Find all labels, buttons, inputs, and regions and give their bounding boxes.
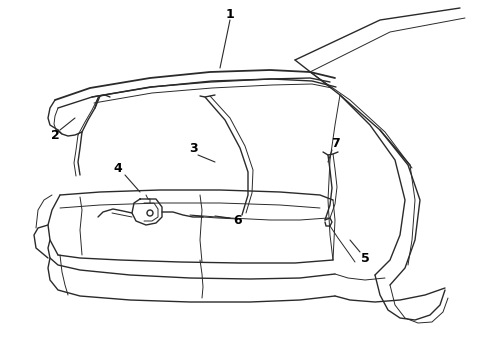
Text: 7: 7 — [331, 136, 340, 149]
Text: 4: 4 — [114, 162, 122, 175]
Text: 6: 6 — [234, 213, 243, 226]
Text: 1: 1 — [225, 8, 234, 21]
Text: 2: 2 — [50, 129, 59, 141]
Text: 3: 3 — [189, 141, 197, 154]
Text: 5: 5 — [361, 252, 369, 265]
